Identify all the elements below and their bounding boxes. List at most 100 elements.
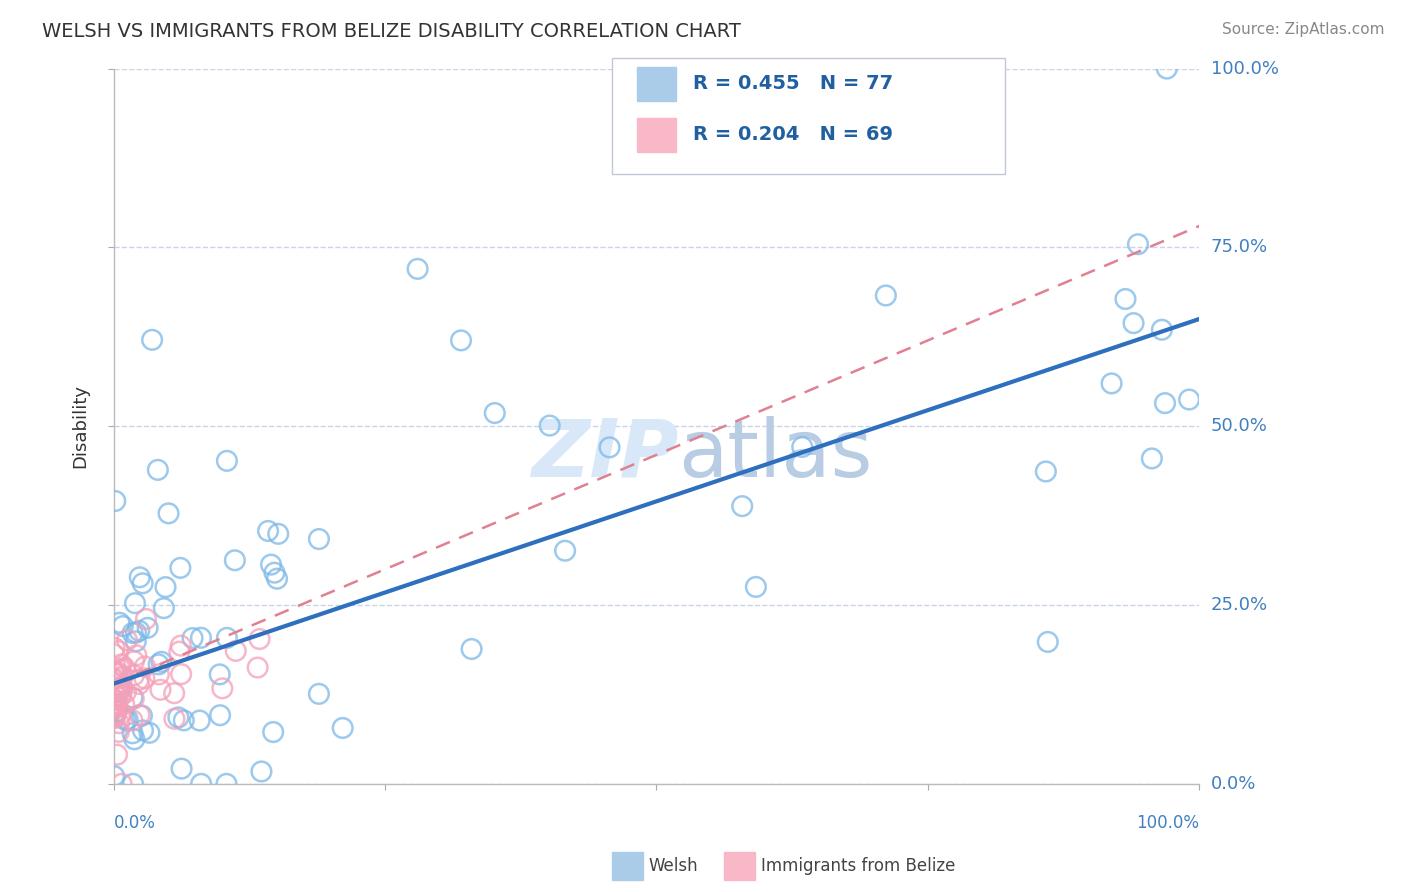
Point xyxy=(108,716,131,731)
Text: Source: ZipAtlas.com: Source: ZipAtlas.com xyxy=(1222,22,1385,37)
Point xyxy=(107,682,129,697)
Point xyxy=(110,657,132,672)
Point xyxy=(257,524,280,538)
Point xyxy=(134,659,156,673)
Point xyxy=(170,639,193,653)
Point xyxy=(1035,465,1057,479)
Text: atlas: atlas xyxy=(678,416,873,494)
Point xyxy=(105,704,128,718)
Point xyxy=(1036,635,1059,649)
Point xyxy=(115,633,138,648)
Text: WELSH VS IMMIGRANTS FROM BELIZE DISABILITY CORRELATION CHART: WELSH VS IMMIGRANTS FROM BELIZE DISABILI… xyxy=(42,22,741,41)
Point xyxy=(875,288,897,302)
Point xyxy=(103,665,125,679)
Point xyxy=(215,454,238,468)
Text: 100.0%: 100.0% xyxy=(1211,60,1278,78)
Point xyxy=(215,777,238,791)
Point xyxy=(136,621,159,635)
Point xyxy=(104,706,127,721)
Point xyxy=(108,685,131,699)
Point xyxy=(103,703,125,717)
Point xyxy=(122,668,145,682)
Point xyxy=(121,726,143,740)
Point xyxy=(128,707,150,722)
Point xyxy=(181,631,204,645)
Point xyxy=(107,681,129,696)
Point xyxy=(111,685,134,699)
Point xyxy=(108,662,131,676)
Text: R = 0.204   N = 69: R = 0.204 N = 69 xyxy=(693,125,893,145)
Point xyxy=(124,732,146,747)
Point xyxy=(262,725,284,739)
Point xyxy=(308,687,330,701)
Point xyxy=(105,700,128,714)
Point xyxy=(972,62,994,76)
Point xyxy=(105,697,128,711)
Point xyxy=(115,685,138,699)
Point xyxy=(249,632,271,646)
Text: Immigrants from Belize: Immigrants from Belize xyxy=(761,857,955,875)
Point xyxy=(125,648,148,663)
Point xyxy=(103,709,125,723)
Text: ZIP: ZIP xyxy=(531,416,678,494)
Point xyxy=(163,712,186,726)
Point xyxy=(110,671,132,685)
Point xyxy=(107,681,129,696)
Point xyxy=(103,673,125,687)
Point xyxy=(132,723,155,738)
Point xyxy=(103,707,125,722)
Text: 25.0%: 25.0% xyxy=(1211,596,1268,614)
Y-axis label: Disability: Disability xyxy=(72,384,89,468)
Point xyxy=(332,721,354,735)
Point xyxy=(1126,237,1149,252)
Point xyxy=(138,726,160,740)
Point xyxy=(111,669,134,683)
Point xyxy=(131,708,153,723)
Point xyxy=(104,494,127,508)
Point xyxy=(104,665,127,679)
Point xyxy=(308,532,330,546)
Point xyxy=(128,677,150,691)
Point xyxy=(267,526,290,541)
Point xyxy=(190,777,212,791)
Point xyxy=(128,624,150,638)
Point xyxy=(266,572,288,586)
Point xyxy=(163,686,186,700)
Point xyxy=(1156,62,1178,76)
Point xyxy=(131,576,153,591)
Point xyxy=(125,625,148,640)
Text: 50.0%: 50.0% xyxy=(1211,417,1267,435)
Point xyxy=(1154,396,1177,410)
Point xyxy=(134,671,156,685)
Point xyxy=(450,334,472,348)
Point xyxy=(538,418,561,433)
Point xyxy=(792,440,814,454)
Text: Welsh: Welsh xyxy=(648,857,697,875)
Point xyxy=(103,665,125,679)
Point xyxy=(155,580,177,594)
Text: 0.0%: 0.0% xyxy=(114,814,156,832)
Text: R = 0.455   N = 77: R = 0.455 N = 77 xyxy=(693,74,893,94)
Point xyxy=(104,672,127,686)
Point xyxy=(169,645,191,659)
Point xyxy=(153,601,176,615)
Point xyxy=(170,667,193,681)
Point xyxy=(731,499,754,513)
Point xyxy=(107,644,129,658)
Point xyxy=(260,558,283,572)
Point xyxy=(105,666,128,681)
Point xyxy=(173,714,195,728)
Point xyxy=(149,682,172,697)
Point xyxy=(146,463,169,477)
Point xyxy=(105,665,128,680)
Point xyxy=(110,777,132,791)
Point xyxy=(114,713,136,727)
Point xyxy=(125,634,148,648)
Point xyxy=(1122,316,1144,330)
Point xyxy=(1114,292,1136,306)
Point xyxy=(104,693,127,707)
Point xyxy=(135,612,157,626)
Point xyxy=(250,764,273,779)
Point xyxy=(111,619,134,633)
Point xyxy=(215,631,238,645)
